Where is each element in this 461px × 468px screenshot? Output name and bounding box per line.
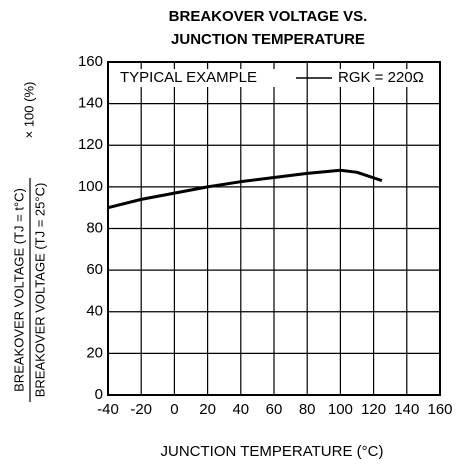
data-line — [107, 168, 383, 210]
x-tick-label: 160 — [427, 401, 452, 418]
x-tick-label: 40 — [232, 401, 249, 418]
y-tick-label: 140 — [78, 95, 103, 112]
y-tick-label: 100 — [78, 178, 103, 195]
y-tick-label: 20 — [86, 344, 103, 361]
x-tick-label: 100 — [328, 401, 353, 418]
x-tick-label: 120 — [361, 401, 386, 418]
annotation-bg — [335, 69, 435, 87]
y-tick-label: 0 — [95, 386, 103, 403]
chart-title: BREAKOVER VOLTAGE VS. — [169, 8, 368, 25]
x-tick-label: 140 — [394, 401, 419, 418]
annotation: RGK = 220Ω — [338, 69, 424, 86]
y-tick-label: 40 — [86, 303, 103, 320]
annotation-bg — [118, 69, 293, 87]
y-label-numerator: BREAKOVER VOLTAGE (TJ = t°C) — [11, 188, 26, 392]
x-tick-label: 0 — [170, 401, 178, 418]
x-axis-label: JUNCTION TEMPERATURE (°C) — [161, 443, 384, 460]
y-tick-label: 160 — [78, 53, 103, 70]
y-tick-label: 120 — [78, 136, 103, 153]
x-tick-label: -40 — [97, 401, 119, 418]
plot-border — [107, 61, 441, 396]
x-tick-label: 80 — [299, 401, 316, 418]
y-axis-label: BREAKOVER VOLTAGE (TJ = t°C) BREAKOVER V… — [11, 82, 47, 402]
x-tick-label: 60 — [266, 401, 283, 418]
annotation: TYPICAL EXAMPLE — [120, 69, 257, 86]
chart-title: JUNCTION TEMPERATURE — [171, 31, 365, 48]
y-tick-label: 60 — [86, 261, 103, 278]
y-label-denominator: BREAKOVER VOLTAGE (TJ = 25°C) — [32, 183, 47, 398]
y-tick-label: 80 — [86, 219, 103, 236]
y-label-factor: × 100 (%) — [21, 82, 36, 139]
x-tick-label: 20 — [199, 401, 216, 418]
x-tick-label: -20 — [130, 401, 152, 418]
